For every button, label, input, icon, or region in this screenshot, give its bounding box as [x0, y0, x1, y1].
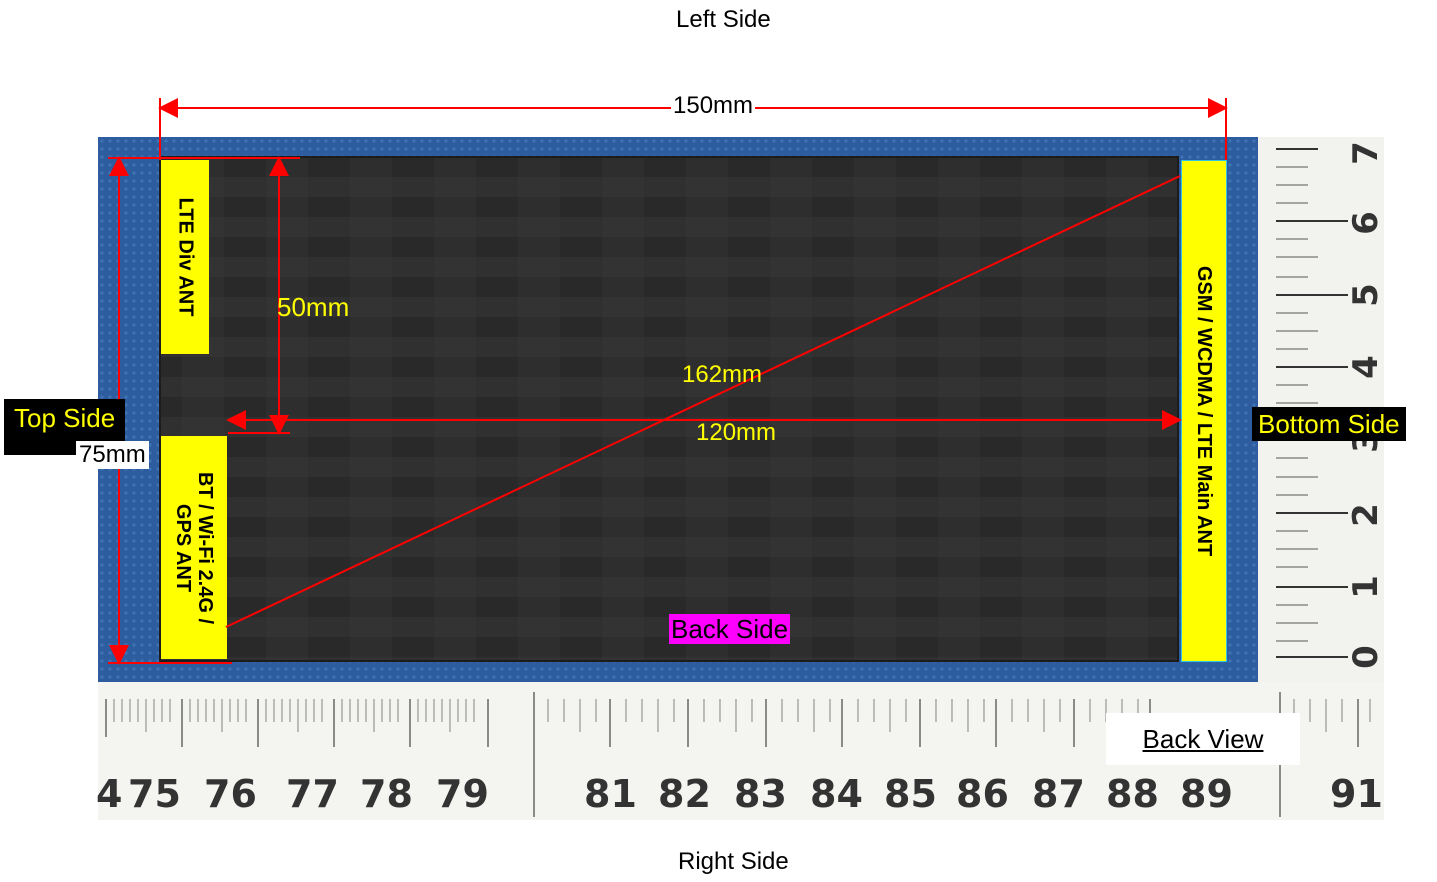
back-view-label: Back View: [1142, 723, 1264, 754]
ruler-number: 81: [584, 772, 637, 816]
ruler-number: 83: [734, 772, 787, 816]
ruler-number: 91: [1330, 772, 1383, 816]
ruler-number: 87: [1032, 772, 1085, 816]
ruler-number: 85: [884, 772, 937, 816]
ruler-number: 84: [810, 772, 863, 816]
bottom-side-label: Bottom Side: [1252, 407, 1406, 441]
ruler-number: 1: [1345, 575, 1386, 599]
ruler-number: 77: [286, 772, 339, 816]
right-side-label: Right Side: [678, 848, 789, 875]
ruler-number: 7: [1345, 141, 1386, 165]
ruler-number: 76: [204, 772, 257, 816]
ruler-number: 2: [1345, 503, 1386, 527]
ruler-number: 79: [436, 772, 489, 816]
inner-height-dimension-label: 50mm: [277, 292, 350, 322]
ruler-number: 78: [360, 772, 413, 816]
main-antenna-label: GSM / WCDMA / LTE Main ANT: [1193, 265, 1215, 557]
ruler-number: 4: [1345, 355, 1386, 379]
bt-wifi-gps-antenna-label: BT / Wi-Fi 2.4G / GPS ANT: [172, 471, 216, 624]
diagonal-dimension-label: 162mm: [682, 361, 763, 388]
left-side-label: Left Side: [676, 6, 771, 33]
height-dimension-label: 75mm: [76, 441, 149, 469]
ruler-number: 5: [1345, 283, 1386, 307]
lte-div-antenna-label: LTE Div ANT: [174, 197, 197, 317]
ruler-number: 82: [658, 772, 711, 816]
lte-div-antenna: LTE Div ANT: [161, 160, 209, 354]
ruler-number: 4: [96, 772, 123, 816]
top-side-label: Top Side: [4, 399, 126, 455]
ruler-number: 89: [1180, 772, 1233, 816]
ruler-number: 6: [1345, 211, 1386, 235]
back-side-label: Back Side: [669, 614, 791, 644]
inner-width-dimension-label: 120mm: [696, 419, 777, 446]
ruler-number: 86: [956, 772, 1009, 816]
bottom-ruler-numbers: 4 75 76 77 78 79 81 82 83 84 85 86 87 88…: [96, 772, 1384, 818]
ruler-number: 75: [128, 772, 181, 816]
bt-wifi-gps-antenna: BT / Wi-Fi 2.4G / GPS ANT: [161, 436, 227, 659]
width-dimension-label: 150mm: [671, 92, 756, 119]
back-view-caption: Back View: [1106, 713, 1300, 765]
main-antenna: GSM / WCDMA / LTE Main ANT: [1181, 160, 1227, 662]
ruler-number: 0: [1345, 645, 1386, 669]
ruler-number: 88: [1106, 772, 1159, 816]
